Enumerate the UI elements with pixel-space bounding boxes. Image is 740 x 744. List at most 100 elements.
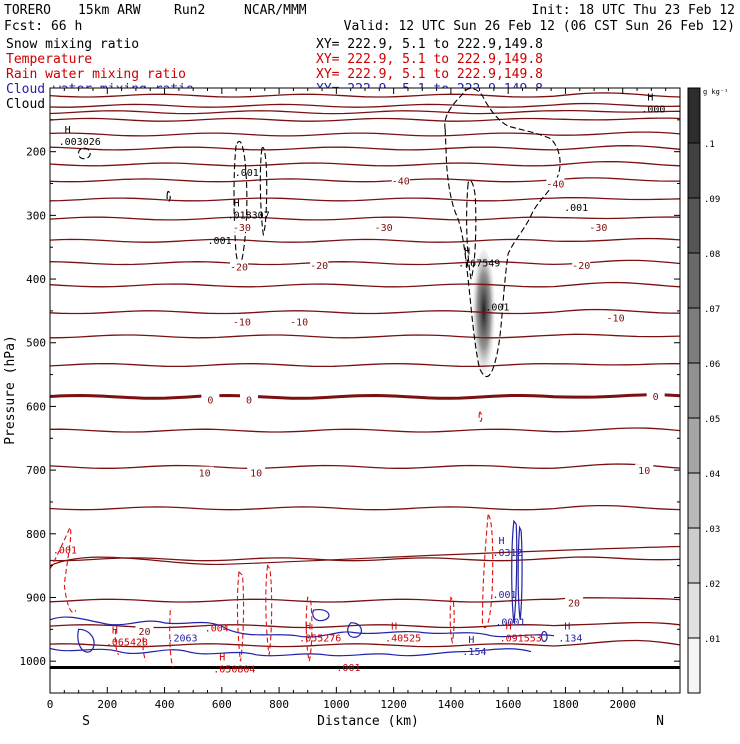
rain-contour <box>49 526 77 614</box>
temperature-label: -20 <box>572 261 590 272</box>
cloud-water-contour <box>347 622 362 638</box>
isotherm-line <box>49 177 680 183</box>
snow-contour <box>77 147 91 160</box>
isotherm-line <box>49 504 681 511</box>
temperature-label: 0 <box>246 395 252 406</box>
temp-label-bg <box>589 220 608 232</box>
field-xy: XY= 222.9, 5.1 to 222.9,149.8 <box>316 67 543 82</box>
model-name: TORERO <box>4 3 51 18</box>
isotherm-line <box>49 639 681 648</box>
x-tick-label: 1800 <box>552 698 579 711</box>
max-value-label: .065428 <box>106 637 148 648</box>
snow-contour <box>466 180 477 280</box>
axes: 0 200 400 600 800 1000 1200 1400 1600 1800 2000200… <box>20 87 681 711</box>
cloud-water-contour <box>77 628 95 653</box>
max-marker: H <box>498 536 504 547</box>
colorbar-tick-label: .1 <box>704 140 715 150</box>
colorbar-swatch <box>688 638 700 693</box>
temp-label-bg <box>310 259 329 271</box>
temp-label-bg <box>232 220 251 232</box>
temperature-label: -30 <box>375 223 393 234</box>
colorbar-swatch <box>688 88 700 143</box>
x-tick-label: 1600 <box>495 698 522 711</box>
colorbar-swatch <box>688 198 700 253</box>
colorbar-tick-label: .05 <box>704 415 720 425</box>
y-tick-label: 800 <box>26 528 46 541</box>
temperature-label: -30 <box>233 223 251 234</box>
max-marker: H <box>391 622 397 633</box>
isotherm-line <box>49 333 681 339</box>
field-name: Snow mixing ratio <box>6 37 139 52</box>
max-marker: H <box>506 622 512 633</box>
max-value-label: .154 <box>462 647 486 658</box>
isotherm-line <box>49 308 681 315</box>
value-labels: H.003026H.000.001H.018307.001H.167549.00… <box>53 92 666 675</box>
temperature-label: -10 <box>290 318 308 329</box>
isotherm-line <box>49 131 681 137</box>
x-tick-label: 0 <box>47 698 54 711</box>
cloud-water-contour <box>517 525 523 620</box>
max-value-label: .003026 <box>59 137 101 148</box>
temp-label-bg <box>135 625 154 637</box>
temp-label-bg <box>290 315 309 327</box>
field-xy: XY= 222.9, 5.1 to 222.9,149.8 <box>316 37 543 52</box>
snow-contour <box>166 190 171 202</box>
isotherm-line <box>49 556 681 562</box>
colorbar-tick-label: .09 <box>704 195 720 205</box>
max-marker: H <box>468 635 474 646</box>
field-xy: XY= 222.9, 5.1 to 222.9,149.8 <box>316 52 543 67</box>
temperature-label: -10 <box>607 313 625 324</box>
y-tick-label: 300 <box>26 209 46 222</box>
max-marker: H <box>464 246 470 257</box>
max-value-label: .134 <box>558 634 582 645</box>
x-tick-label: 1000 <box>323 698 350 711</box>
isotherm-line <box>49 362 680 368</box>
rain-contour <box>305 596 313 662</box>
max-value-label: .001 <box>336 663 360 674</box>
max-marker: H <box>564 622 570 633</box>
isotherm-line <box>49 427 681 433</box>
colorbar-swatch <box>688 473 700 528</box>
max-value-label: .004 <box>205 623 229 634</box>
colorbar-swatch <box>688 308 700 363</box>
max-value-label: .050804 <box>213 665 255 676</box>
cloud-water-contour <box>49 616 555 638</box>
valid-time: Valid: 12 UTC Sun 26 Feb 12 (06 CST Sun … <box>344 19 735 34</box>
x-tick-label: 600 <box>212 698 232 711</box>
temperature-label: 10 <box>638 466 650 477</box>
temperature-label: -40 <box>546 180 564 191</box>
max-marker: H <box>647 92 653 103</box>
rain-contour <box>481 513 494 629</box>
temp-label-bg <box>230 260 248 272</box>
max-marker: H <box>65 125 71 136</box>
temp-label-bg <box>247 466 266 478</box>
temperature-label: -40 <box>392 176 410 187</box>
temperature-label: 20 <box>568 599 580 610</box>
temperature-isotherms <box>49 92 681 670</box>
isotherm-line <box>49 117 681 122</box>
temp-label-bg <box>195 466 214 478</box>
colorbar-frame <box>687 87 701 694</box>
temp-label-bg <box>391 174 410 186</box>
x-tick-label: 400 <box>155 698 175 711</box>
cloud-water-contours <box>49 519 555 657</box>
max-value-label: .2063 <box>167 634 197 645</box>
colorbar-swatch <box>688 363 700 418</box>
max-value-label: .001 <box>235 168 259 179</box>
colorbar-swatch <box>688 143 700 198</box>
north-end-label: N <box>656 714 664 729</box>
temperature-label: -20 <box>230 262 248 273</box>
temp-label-bg <box>546 177 565 189</box>
rain-contour <box>265 564 273 655</box>
y-tick-label: 900 <box>26 591 46 604</box>
rain-contour <box>114 629 120 656</box>
max-value-label: .001 <box>485 302 509 313</box>
temp-label-bg <box>565 596 584 608</box>
max-value-label: .091553 <box>500 634 542 645</box>
y-tick-label: 500 <box>26 337 46 350</box>
temp-label-bg <box>606 311 625 323</box>
y-tick-label: 400 <box>26 273 46 286</box>
snow-contour <box>444 88 561 378</box>
